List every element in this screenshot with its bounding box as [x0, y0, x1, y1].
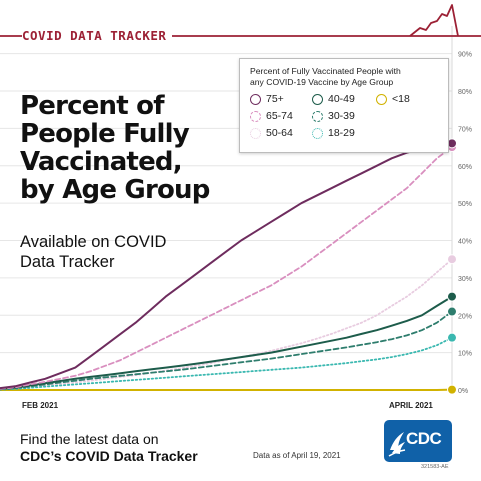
y-tick-label: 30%	[458, 276, 472, 283]
tick-labels: 0% 10% 20% 30% 40% 50% 60% 70% 80% 90% FEB 2021 APR…	[22, 52, 472, 410]
legend-item-50-64: 50-64	[250, 126, 312, 140]
series-end-marker	[447, 332, 457, 343]
legend-swatch-circle-icon	[250, 110, 261, 122]
subhead: Available on COVID Data Tracker	[20, 232, 166, 272]
x-tick-label: APRIL 2021	[389, 401, 433, 410]
legend-swatch-circle-icon	[312, 93, 323, 105]
legend-label: 50-64	[266, 127, 293, 139]
legend-title: Percent of Fully Vaccinated People with …	[250, 66, 438, 88]
document-id: 321583-AE	[421, 464, 449, 470]
legend-swatch-circle-icon	[250, 127, 261, 139]
data-as-of-note: Data as of April 19, 2021	[253, 451, 341, 460]
headline-line-2: People Fully	[20, 119, 190, 149]
series-lines	[0, 142, 453, 391]
y-tick-label: 80%	[458, 89, 472, 96]
legend-item-30-39: 30-39	[312, 109, 376, 123]
series-end-marker	[447, 384, 457, 395]
end-markers	[447, 138, 457, 395]
subhead-line-2: Data Tracker	[20, 253, 115, 271]
headline-line-4: by Age Group	[20, 175, 210, 205]
legend-item-40-49: 40-49	[312, 92, 376, 106]
headline-line-3: Vaccinated,	[20, 147, 183, 177]
subhead-line-1: Available on COVID	[20, 233, 167, 251]
legend-item-18-29: 18-29	[312, 126, 376, 140]
legend-label: 18-29	[328, 127, 355, 139]
header-title: COVID DATA TRACKER	[22, 29, 173, 43]
legend-swatch-circle-icon	[312, 127, 323, 139]
series-line	[0, 336, 453, 391]
y-tick-label: 70%	[458, 126, 472, 133]
legend-item-75-plus: 75+	[250, 92, 312, 106]
footer-line-1: Find the latest data on	[20, 431, 159, 447]
headline: Percent of People Fully Vaccinated, by A…	[20, 92, 250, 204]
legend-swatch-circle-icon	[376, 93, 387, 105]
series-line	[0, 142, 453, 390]
legend-label: 40-49	[328, 93, 355, 105]
legend-item-under-18: <18	[376, 92, 436, 106]
legend-title-line-2: any COVID-19 Vaccine by Age Group	[250, 77, 394, 87]
y-tick-label: 60%	[458, 164, 472, 171]
header-sparkline	[409, 4, 459, 37]
footer-line-2: CDC’s COVID Data Tracker	[20, 448, 198, 464]
y-tick-label: 20%	[458, 313, 472, 320]
series-end-marker	[447, 291, 457, 302]
legend-title-line-1: Percent of Fully Vaccinated People with	[250, 66, 401, 76]
legend-items: 75+ 40-49 <18 65-74 30-39 50-64	[250, 92, 438, 140]
series-end-marker	[447, 254, 457, 265]
legend-item-65-74: 65-74	[250, 109, 312, 123]
x-tick-label: FEB 2021	[22, 401, 59, 410]
chart-legend: Percent of Fully Vaccinated People with …	[239, 58, 449, 153]
y-tick-label: 50%	[458, 201, 472, 208]
y-tick-label: 40%	[458, 239, 472, 246]
legend-item-empty	[376, 109, 436, 123]
series-line	[0, 146, 453, 390]
hhs-eagle-icon	[388, 432, 406, 457]
cdc-logo: CDC	[384, 420, 452, 462]
legend-swatch-circle-icon	[312, 110, 323, 122]
legend-label: <18	[392, 93, 410, 105]
y-tick-label: 10%	[458, 351, 472, 358]
series-line	[0, 295, 453, 390]
headline-line-1: Percent of	[20, 91, 165, 121]
legend-swatch-circle-icon	[250, 93, 261, 105]
legend-label: 75+	[266, 93, 284, 105]
cdc-logo-text: CDC	[406, 429, 442, 448]
legend-label: 30-39	[328, 110, 355, 122]
y-tick-label: 0%	[458, 388, 468, 395]
series-end-marker	[447, 306, 457, 317]
y-tick-label: 90%	[458, 52, 472, 59]
legend-label: 65-74	[266, 110, 293, 122]
series-line	[0, 310, 453, 391]
